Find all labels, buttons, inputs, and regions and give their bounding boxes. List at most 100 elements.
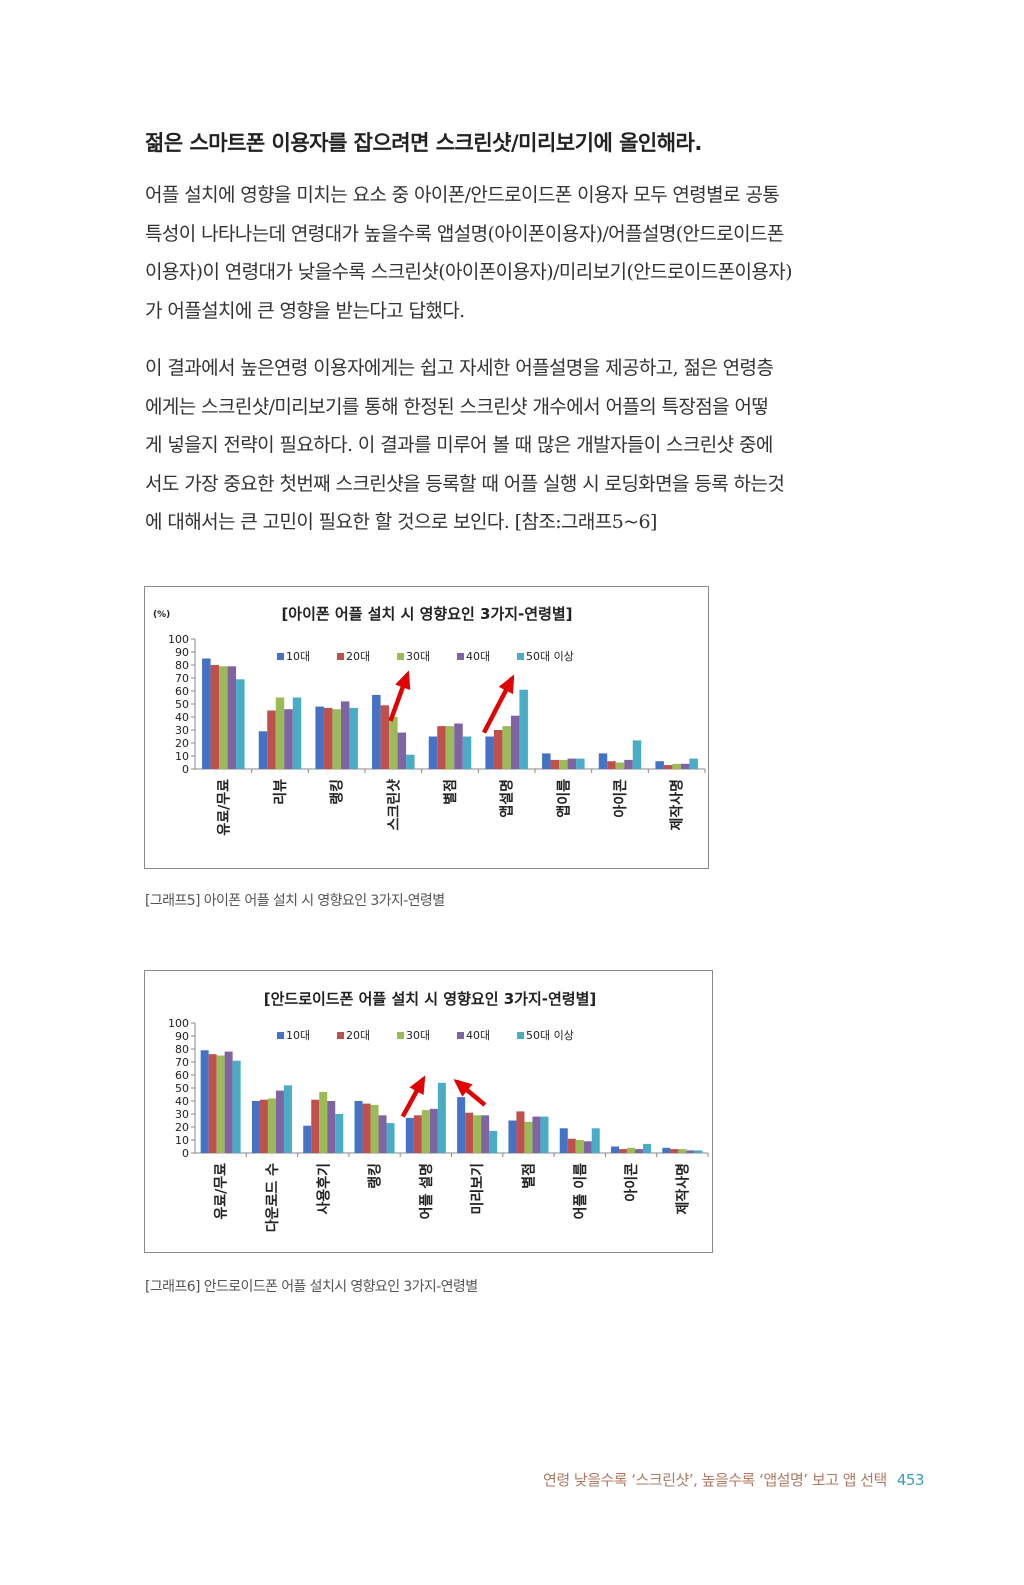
legend-swatch <box>397 653 404 660</box>
legend-swatch <box>337 653 344 660</box>
category-label: 다운로드 수 <box>265 1163 281 1232</box>
graph5-caption: [그래프5] 아이폰 어플 설치 시 영향요인 3가지-연령별 <box>145 893 445 909</box>
bar <box>208 1054 217 1153</box>
legend-swatch <box>457 1032 464 1039</box>
bar <box>635 1149 644 1153</box>
bar <box>406 754 415 769</box>
bar <box>540 1116 549 1153</box>
category-label: 랭킹 <box>367 1163 384 1189</box>
legend-label: 50대 이상 <box>526 1029 574 1042</box>
bar <box>332 709 341 769</box>
bar <box>508 1120 517 1153</box>
bar <box>224 1051 233 1153</box>
bar <box>275 697 285 769</box>
bar <box>662 1147 671 1153</box>
paragraph-1: 어플 설치에 영향을 미치는 요소 중 아이폰/안드로이드폰 이용자 모두 연령… <box>145 176 890 330</box>
bar <box>386 1123 395 1153</box>
bar <box>502 726 511 769</box>
bar <box>428 736 438 769</box>
bar <box>473 1115 482 1153</box>
bar <box>694 1150 703 1153</box>
bar <box>532 1116 541 1153</box>
category-label: 제작사명 <box>669 779 686 831</box>
legend-swatch <box>277 1032 284 1039</box>
category-label: 앱설명 <box>499 779 516 818</box>
bar <box>421 1110 430 1153</box>
bar <box>542 753 551 769</box>
y-tick-label: 60 <box>175 685 189 698</box>
bar <box>200 1050 209 1153</box>
bar <box>689 758 698 769</box>
bar <box>686 1150 695 1153</box>
trend-arrow-head <box>453 1078 473 1097</box>
page-number: 453 <box>896 1471 925 1489</box>
legend-label: 10대 <box>286 1029 310 1042</box>
graph6-caption: [그래프6] 안드로이드폰 어플 설치시 영향요인 3가지-연령별 <box>145 1279 478 1295</box>
y-tick-label: 20 <box>175 737 189 750</box>
bar <box>275 1090 284 1153</box>
bar <box>323 707 333 769</box>
bar <box>559 759 568 769</box>
category-label: 사용후기 <box>316 1163 332 1215</box>
bar <box>489 1130 498 1153</box>
chart-title: [안드로이드폰 어플 설치 시 영향요인 3가지-연령별] <box>264 990 597 1008</box>
bar <box>611 1146 620 1153</box>
bar <box>678 1149 687 1153</box>
bar <box>216 1055 225 1153</box>
bar <box>389 717 398 769</box>
bar <box>445 726 455 769</box>
bar <box>567 1138 576 1153</box>
y-tick-label: 30 <box>175 1108 189 1121</box>
y-tick-label: 90 <box>175 1030 189 1043</box>
category-label: 별점 <box>442 779 459 805</box>
bar <box>202 658 211 769</box>
bar <box>462 736 472 769</box>
bar <box>315 706 324 769</box>
bar <box>372 694 381 769</box>
y-tick-label: 80 <box>175 659 189 672</box>
legend-swatch <box>337 1032 344 1039</box>
y-tick-label: 0 <box>182 1147 189 1160</box>
y-tick-label: 40 <box>175 711 189 724</box>
bar <box>481 1115 490 1153</box>
bar <box>397 732 407 769</box>
category-label: 유료/무료 <box>214 1163 230 1220</box>
legend-label: 40대 <box>466 1029 490 1042</box>
bar <box>370 1104 379 1153</box>
legend-label: 10대 <box>286 650 310 663</box>
bar <box>670 1149 679 1153</box>
paragraph-line: 게 넣을지 전략이 필요하다. 이 결과를 미루어 볼 때 많은 개발자들이 스… <box>145 434 773 456</box>
y-tick-label: 70 <box>175 1056 189 1069</box>
y-tick-label: 10 <box>175 1134 189 1147</box>
y-tick-label: 100 <box>168 1017 189 1030</box>
legend-swatch <box>277 653 284 660</box>
bar <box>413 1115 422 1153</box>
category-label: 리뷰 <box>273 779 289 805</box>
bar <box>493 730 503 769</box>
bar <box>284 709 293 769</box>
legend-label: 30대 <box>406 1029 430 1042</box>
category-label: 아이콘 <box>612 779 629 818</box>
bar <box>624 759 633 769</box>
bar <box>292 697 302 769</box>
bar <box>575 1140 584 1153</box>
bar <box>232 1060 241 1153</box>
legend-label: 20대 <box>346 650 370 663</box>
category-label: 미리보기 <box>470 1163 486 1215</box>
y-tick-label: 100 <box>168 633 189 646</box>
bar <box>210 665 220 769</box>
legend-swatch <box>457 653 464 660</box>
bar <box>303 1125 312 1153</box>
category-label: 제작사명 <box>674 1163 691 1215</box>
y-tick-label: 10 <box>175 750 189 763</box>
bar <box>627 1147 636 1153</box>
bar <box>550 759 560 769</box>
category-label: 앱이름 <box>555 779 572 818</box>
chart-svg: [아이폰 어플 설치 시 영향요인 3가지-연령별] (%) 10대 20대 30대 40… <box>153 605 706 836</box>
bar <box>251 1101 260 1153</box>
bar <box>437 1082 446 1153</box>
paragraph-line: 특성이 나타나는데 연령대가 높을수록 앱설명(아이폰이용자)/어플설명(안드로… <box>145 222 784 245</box>
bar <box>663 765 673 769</box>
y-tick-label: 20 <box>175 1121 189 1134</box>
bar <box>437 726 446 769</box>
